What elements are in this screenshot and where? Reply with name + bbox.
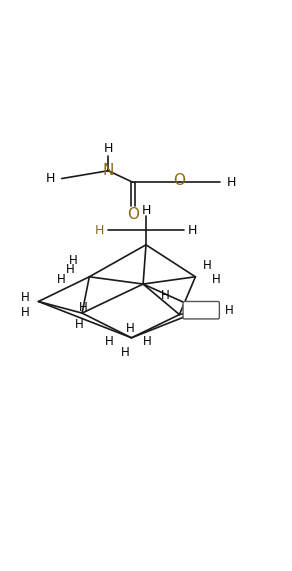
Text: H: H [21, 291, 30, 304]
Text: H: H [212, 272, 221, 286]
Text: H: H [141, 204, 151, 217]
Text: H: H [95, 224, 104, 237]
Text: H: H [104, 142, 113, 155]
Text: H: H [203, 259, 211, 272]
Text: H: H [79, 301, 88, 314]
Text: H: H [225, 304, 234, 317]
Text: O: O [127, 207, 139, 222]
Text: Abs: Abs [190, 305, 209, 315]
Text: H: H [69, 254, 78, 267]
Text: H: H [121, 347, 130, 359]
FancyBboxPatch shape [183, 301, 219, 319]
Text: H: H [126, 322, 134, 335]
Text: H: H [143, 335, 152, 348]
Text: H: H [161, 289, 169, 302]
Text: O: O [173, 174, 185, 188]
Text: H: H [75, 318, 84, 331]
Text: H: H [46, 172, 55, 185]
Text: H: H [105, 335, 114, 348]
Text: N: N [102, 163, 114, 178]
Text: H: H [57, 272, 66, 286]
Text: H: H [21, 306, 30, 319]
Text: H: H [188, 224, 197, 237]
Text: H: H [66, 263, 75, 276]
Text: H: H [227, 176, 237, 189]
